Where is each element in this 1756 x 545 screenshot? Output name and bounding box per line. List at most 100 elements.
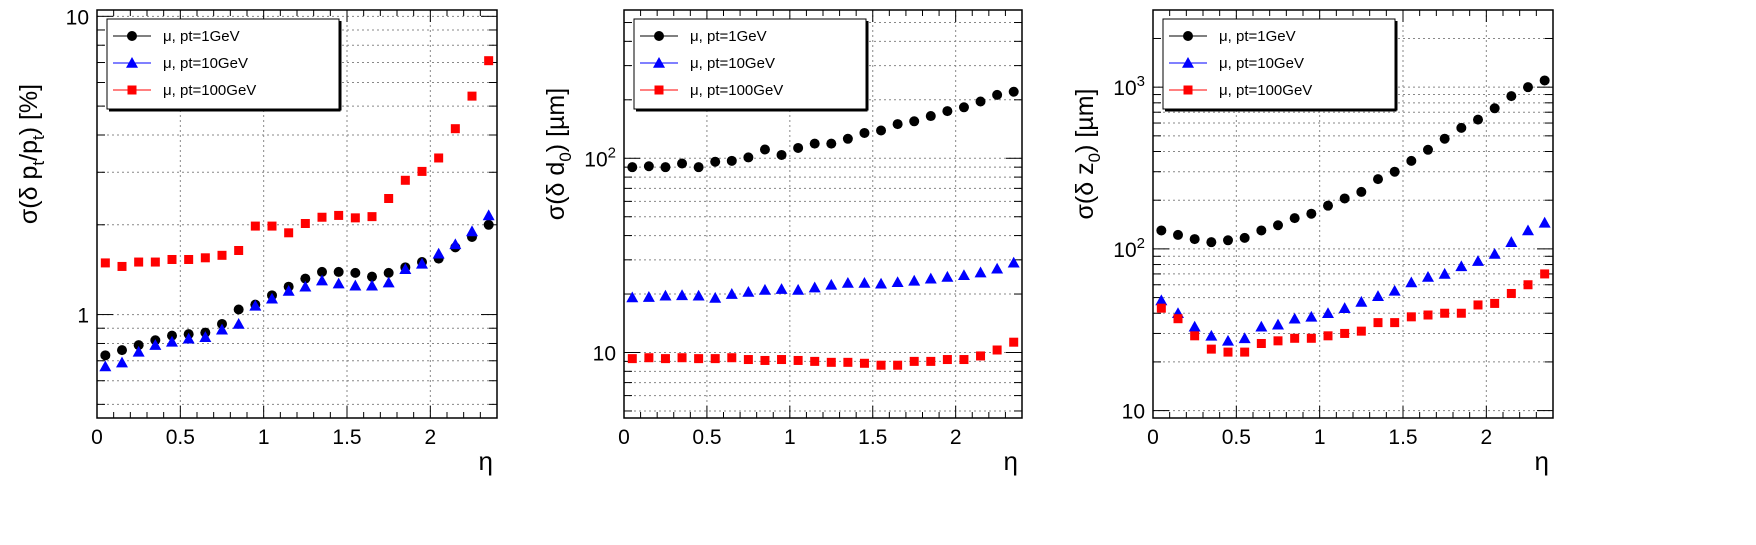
series-1 [100, 219, 494, 361]
legend-marker [654, 85, 664, 95]
data-point [317, 212, 327, 222]
data-point [1206, 344, 1216, 354]
data-point [182, 332, 195, 344]
data-point [975, 96, 986, 107]
y-tick-label: 10 [1122, 401, 1145, 424]
data-point [758, 283, 771, 295]
data-point [859, 127, 870, 138]
x-tick-label: 0.5 [692, 426, 721, 449]
legend-box [1162, 18, 1396, 110]
data-point [333, 266, 344, 277]
data-point [875, 277, 888, 289]
x-tick-label: 1.5 [858, 426, 887, 449]
data-point [992, 89, 1003, 100]
data-point [199, 331, 212, 342]
x-axis-label: η [479, 446, 493, 476]
data-point [1323, 200, 1333, 211]
data-point [760, 355, 770, 365]
data-point [149, 339, 162, 350]
data-point [250, 221, 260, 231]
data-point [859, 358, 869, 368]
x-tick-label: 0 [618, 426, 630, 449]
series-3 [100, 56, 494, 271]
data-point [743, 152, 754, 163]
legend-box [106, 18, 340, 110]
data-point [793, 355, 803, 365]
data-point [842, 133, 853, 144]
y-axis-label: σ(δ z0) [µm] [1071, 89, 1104, 220]
data-point [1289, 213, 1300, 224]
data-point [450, 124, 460, 134]
x-tick-label: 2 [1480, 426, 1492, 449]
data-point [1290, 333, 1300, 343]
data-point [300, 273, 311, 284]
data-point [1339, 193, 1350, 204]
data-point [100, 350, 111, 361]
series-3 [1156, 269, 1550, 357]
data-point [826, 357, 836, 367]
x-axis-label: η [1535, 446, 1549, 476]
data-point [1390, 318, 1400, 328]
data-point [1189, 234, 1200, 245]
data-point [434, 153, 444, 163]
x-tick-label: 1.5 [332, 426, 361, 449]
data-point [350, 213, 360, 223]
legend-label: μ, pt=100GeV [1219, 82, 1312, 99]
y-axis-label: σ(δ pt/pt) [%] [15, 84, 48, 224]
legend-label: μ, pt=1GeV [1219, 28, 1296, 45]
legend-label: μ, pt=10GeV [1219, 55, 1304, 72]
data-point [1356, 326, 1366, 336]
legend-box [633, 18, 867, 110]
x-tick-label: 0.5 [1222, 426, 1251, 449]
data-point [1423, 144, 1433, 155]
data-point [350, 267, 361, 278]
data-point [1156, 303, 1166, 313]
data-point [1523, 280, 1533, 290]
data-point [942, 355, 952, 365]
data-point [449, 238, 462, 250]
data-point [826, 138, 837, 149]
data-point [332, 277, 345, 289]
legend-marker [1183, 85, 1193, 95]
data-point [1338, 302, 1351, 313]
legend-entry: μ, pt=100GeV [1169, 82, 1312, 99]
data-point [317, 266, 327, 277]
data-point [659, 289, 672, 301]
legend-entry: μ, pt=10GeV [113, 55, 248, 72]
data-point [1356, 186, 1367, 197]
data-point [1255, 320, 1268, 332]
data-point [1440, 308, 1450, 318]
data-point [1523, 82, 1533, 93]
data-point [1205, 329, 1218, 341]
data-point [334, 210, 344, 220]
legend-label: μ, pt=100GeV [163, 82, 256, 99]
data-point [709, 291, 722, 303]
data-point [959, 355, 969, 365]
data-point [366, 279, 378, 291]
data-point [1206, 237, 1217, 248]
data-point [1288, 312, 1301, 324]
data-point [876, 125, 887, 136]
data-point [693, 162, 704, 173]
x-tick-label: 2 [950, 426, 962, 449]
data-point [1473, 114, 1483, 125]
data-point [482, 209, 495, 221]
data-point [1306, 208, 1317, 219]
data-point [676, 289, 689, 301]
legend-label: μ, pt=10GeV [690, 55, 775, 72]
data-point [234, 245, 244, 255]
legend-label: μ, pt=10GeV [163, 55, 248, 72]
y-tick-label: 10 [593, 342, 616, 365]
data-point [958, 102, 969, 113]
data-point [941, 270, 954, 282]
legend-entry: μ, pt=10GeV [640, 55, 775, 72]
data-point [1438, 267, 1451, 279]
data-point [1439, 133, 1450, 144]
data-point [976, 351, 986, 361]
data-point [1506, 288, 1516, 298]
data-point [626, 291, 639, 303]
data-point [1423, 310, 1433, 320]
legend-entry: μ, pt=100GeV [113, 82, 256, 99]
